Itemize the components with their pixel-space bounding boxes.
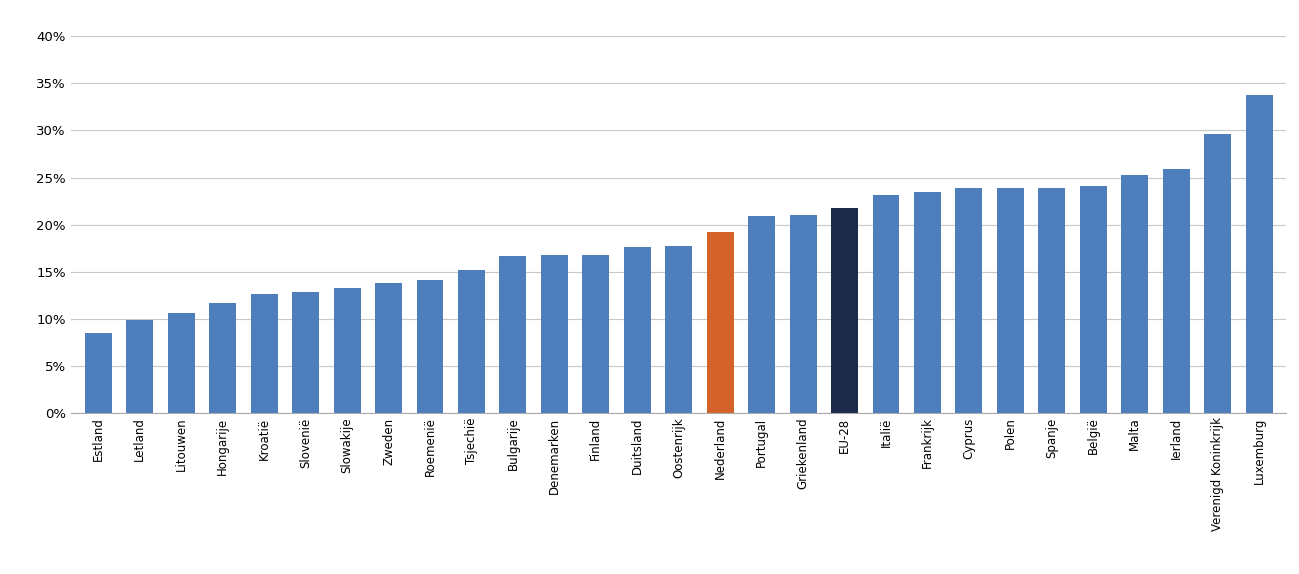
Bar — [459, 270, 485, 413]
Bar — [84, 333, 112, 413]
Bar — [914, 192, 940, 413]
Bar — [873, 195, 899, 413]
Bar — [1204, 134, 1231, 413]
Bar — [499, 256, 526, 413]
Bar — [582, 255, 609, 413]
Bar — [1038, 188, 1065, 413]
Bar — [1163, 169, 1190, 413]
Bar — [251, 294, 278, 413]
Bar — [665, 246, 692, 413]
Bar — [790, 215, 817, 413]
Bar — [209, 303, 236, 413]
Bar — [417, 280, 443, 413]
Bar — [831, 208, 859, 413]
Bar — [707, 232, 734, 413]
Bar — [334, 288, 361, 413]
Bar — [748, 216, 776, 413]
Bar — [956, 188, 982, 413]
Bar — [1079, 186, 1107, 413]
Bar — [540, 255, 568, 413]
Bar — [126, 320, 153, 413]
Bar — [624, 247, 651, 413]
Bar — [1246, 95, 1273, 413]
Bar — [375, 283, 401, 413]
Bar — [292, 292, 320, 413]
Bar — [1121, 174, 1148, 413]
Bar — [996, 188, 1024, 413]
Bar — [168, 313, 195, 413]
